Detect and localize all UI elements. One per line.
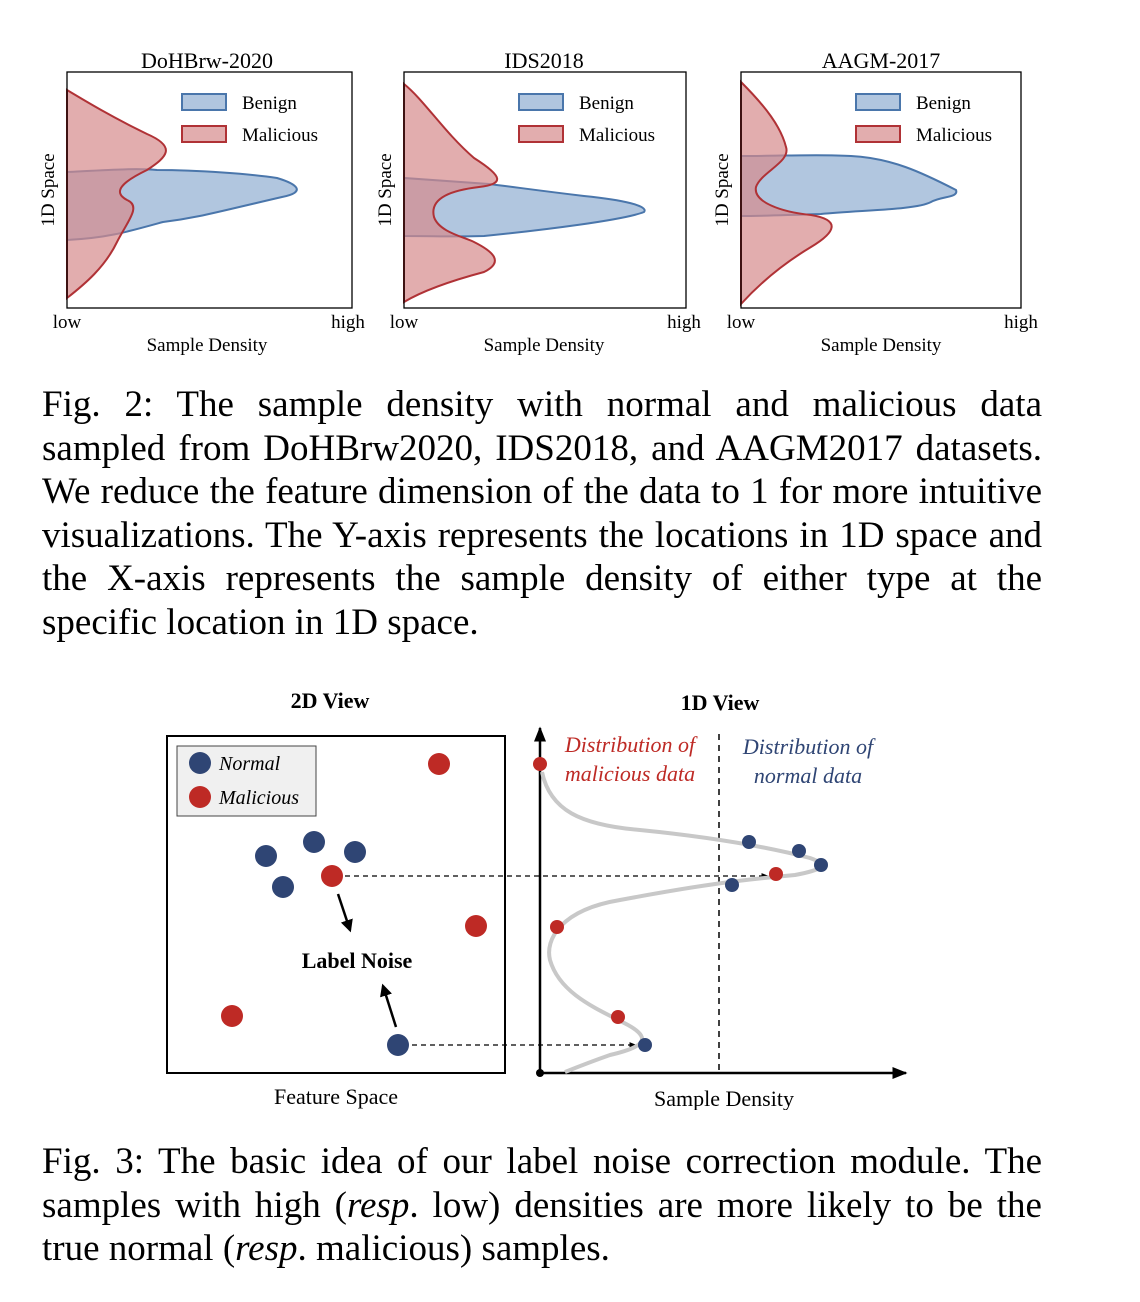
x-axis-label: Sample Density bbox=[484, 335, 605, 356]
feature-space-frame bbox=[166, 735, 506, 1074]
noisy-malicious-point bbox=[321, 865, 343, 887]
malicious-1d-point bbox=[611, 1010, 625, 1024]
y-axis-label: 1D Space bbox=[38, 153, 59, 226]
legend-dot-malicious bbox=[189, 786, 211, 808]
legend-label-benign: Benign bbox=[242, 93, 297, 114]
plot-frame bbox=[403, 71, 687, 309]
malicious-1d-point bbox=[550, 920, 564, 934]
dist-malicious-line2: malicious data bbox=[565, 761, 695, 786]
normal-1d-point bbox=[814, 858, 828, 872]
malicious-point bbox=[221, 1005, 243, 1027]
dist-normal-line2: normal data bbox=[754, 763, 862, 788]
figure-3-diagram: 2D View Normal Malicious Label Noise Fea… bbox=[166, 688, 908, 1110]
label-noise-arrow-down bbox=[336, 893, 353, 933]
density-curve bbox=[540, 771, 824, 1074]
label-noise-arrow-up bbox=[380, 983, 398, 1028]
x-axis-label: Sample Density bbox=[821, 335, 942, 356]
legend-label-malicious: Malicious bbox=[242, 125, 318, 146]
x-low-label: low bbox=[390, 312, 419, 333]
caption-part: Fig. 3: The basic idea of our label nois… bbox=[42, 1141, 1042, 1226]
panel-aagm2017: AAGM-2017 Benign Malicious 1D Space low … bbox=[712, 48, 1038, 356]
legend-2d: Normal Malicious bbox=[176, 745, 317, 817]
legend-swatch-malicious bbox=[181, 125, 227, 143]
noisy-normal-point bbox=[387, 1034, 409, 1056]
malicious-density-area bbox=[66, 88, 167, 301]
legend-swatch-benign bbox=[518, 93, 564, 111]
y-axis-label: 1D Space bbox=[375, 153, 396, 226]
malicious-1d-point bbox=[533, 757, 547, 771]
legend-swatch-malicious bbox=[518, 125, 564, 143]
figure-2-density-plots: DoHBrw-2020 Benign Malicious 1D Space lo… bbox=[38, 48, 1038, 356]
normal-point bbox=[272, 876, 294, 898]
x-low-label: low bbox=[727, 312, 756, 333]
legend-swatch-benign bbox=[855, 93, 901, 111]
legend: Benign Malicious bbox=[181, 93, 318, 146]
normal-1d-point bbox=[742, 835, 756, 849]
normal-point bbox=[255, 845, 277, 867]
caption-italic-part: resp bbox=[346, 1184, 410, 1226]
legend-label-malicious: Malicious bbox=[916, 125, 992, 146]
feature-space-label: Feature Space bbox=[274, 1084, 398, 1109]
normal-1d-point bbox=[638, 1038, 652, 1052]
figure-3-caption: Fig. 3: The basic idea of our label nois… bbox=[42, 1140, 1042, 1271]
x-high-label: high bbox=[331, 312, 365, 333]
panel-title: IDS2018 bbox=[504, 48, 583, 73]
caption-part: . malicious) samples. bbox=[297, 1228, 610, 1270]
legend-dot-normal bbox=[189, 752, 211, 774]
x-high-label: high bbox=[667, 312, 701, 333]
panel-title: AAGM-2017 bbox=[822, 48, 941, 73]
figure-2-caption: Fig. 2: The sample density with normal a… bbox=[42, 384, 1042, 643]
malicious-point bbox=[428, 753, 450, 775]
origin-dot bbox=[536, 1069, 544, 1077]
panel-title: DoHBrw-2020 bbox=[141, 48, 273, 73]
legend-swatch-malicious bbox=[855, 125, 901, 143]
x-high-label: high bbox=[1004, 312, 1038, 333]
panel-ids2018: IDS2018 Benign Malicious 1D Space low hi… bbox=[375, 48, 701, 356]
dist-malicious-line1: Distribution of bbox=[564, 732, 698, 757]
malicious-point bbox=[465, 915, 487, 937]
panel-dohbrw: DoHBrw-2020 Benign Malicious 1D Space lo… bbox=[38, 48, 365, 356]
legend-label-malicious: Malicious bbox=[579, 125, 655, 146]
normal-1d-point bbox=[792, 844, 806, 858]
legend-swatch-benign bbox=[181, 93, 227, 111]
view-2d-title: 2D View bbox=[291, 688, 370, 713]
normal-point bbox=[344, 841, 366, 863]
x-axis-label: Sample Density bbox=[147, 335, 268, 356]
plot-frame bbox=[66, 71, 353, 309]
normal-point bbox=[303, 831, 325, 853]
dist-normal-line1: Distribution of bbox=[742, 734, 876, 759]
legend-label-normal: Normal bbox=[218, 753, 281, 775]
malicious-1d-point bbox=[769, 867, 783, 881]
sample-density-label: Sample Density bbox=[654, 1086, 794, 1110]
label-noise-text: Label Noise bbox=[302, 948, 413, 973]
y-axis-label: 1D Space bbox=[712, 153, 733, 226]
legend: Benign Malicious bbox=[518, 93, 655, 146]
plot-frame bbox=[740, 71, 1022, 309]
malicious-density-area bbox=[740, 79, 833, 307]
view-1d-title: 1D View bbox=[681, 690, 760, 715]
caption-italic-part: resp bbox=[235, 1228, 298, 1270]
malicious-density-area bbox=[403, 81, 499, 304]
caption-part: . low) densities are more likely to be t… bbox=[42, 1184, 1042, 1270]
legend-label-benign: Benign bbox=[916, 93, 971, 114]
legend-label-malicious: Malicious bbox=[218, 787, 299, 809]
normal-1d-point bbox=[725, 878, 739, 892]
legend: Benign Malicious bbox=[855, 93, 992, 146]
x-low-label: low bbox=[53, 312, 82, 333]
legend-label-benign: Benign bbox=[579, 93, 634, 114]
